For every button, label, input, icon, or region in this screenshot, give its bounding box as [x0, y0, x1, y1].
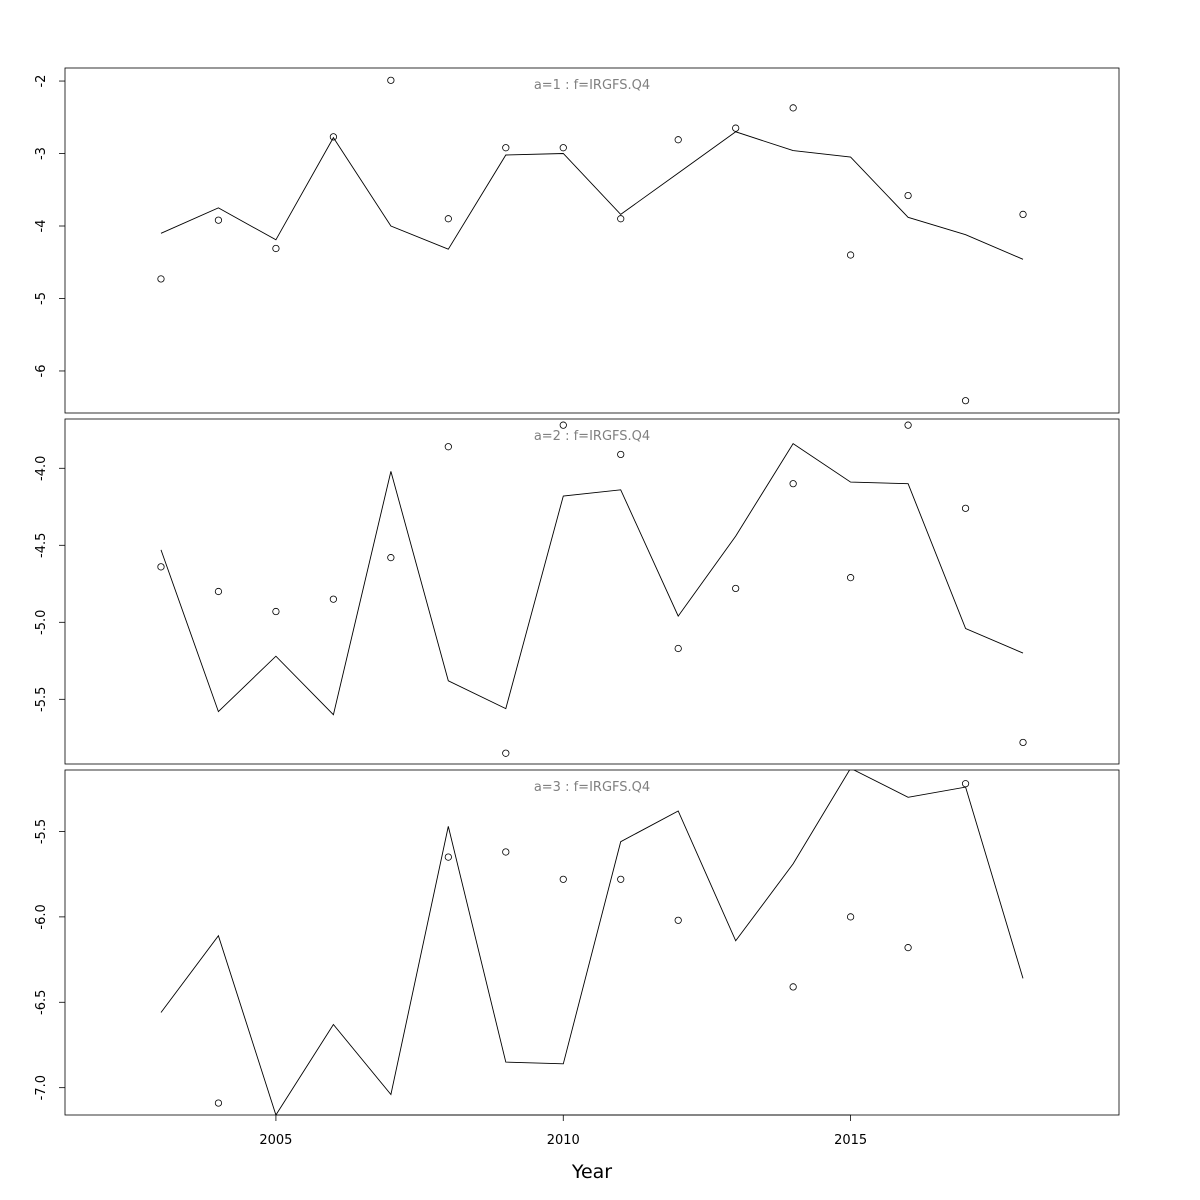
- panel-title-3: a=3 : f=IRGFS.Q4: [534, 780, 650, 795]
- observed-point-1-2006: [329, 133, 337, 141]
- fitted-line-3: [160, 770, 1024, 1115]
- observed-point-3-2017: [961, 780, 970, 788]
- observed-point-2-2004: [214, 587, 223, 596]
- y-tick-label-1-5: -2: [34, 75, 49, 88]
- observed-point-3-2014: [789, 983, 797, 991]
- panel-frame-2: [64, 418, 1120, 765]
- observed-point-1-2018: [1019, 210, 1027, 219]
- x-tick-label-2005: 2005: [259, 1133, 292, 1148]
- observed-point-1-2016: [904, 191, 912, 200]
- observed-point-2-2003: [157, 563, 165, 571]
- panel-title-1: a=1 : f=IRGFS.Q4: [534, 78, 650, 93]
- observed-point-3-2010: [559, 875, 567, 883]
- y-tick-label-1-4: -3: [34, 147, 49, 160]
- x-axis-title: Year: [571, 1161, 612, 1183]
- x-tick-label-2010: 2010: [547, 1133, 580, 1148]
- observed-point-1-2009: [502, 144, 510, 152]
- observed-point-1-2005: [272, 244, 280, 253]
- observed-point-2-2011: [617, 450, 625, 459]
- observed-point-2-2015: [847, 574, 855, 582]
- observed-point-3-2004: [214, 1099, 223, 1107]
- y-tick-label-2-3: -4.5: [34, 533, 49, 558]
- observed-point-2-2010: [559, 421, 567, 429]
- y-tick-label-3-3: -6.0: [34, 904, 49, 929]
- panel-title-2: a=2 : f=IRGFS.Q4: [534, 429, 650, 444]
- observed-point-1-2014: [789, 104, 797, 112]
- observed-point-3-2009: [502, 848, 510, 856]
- observed-point-3-2012: [674, 916, 682, 924]
- observed-point-2-2009: [502, 749, 510, 757]
- observed-point-2-2013: [732, 584, 740, 593]
- y-tick-label-2-1: -5.5: [34, 687, 49, 712]
- observed-point-2-2017: [961, 504, 970, 512]
- observed-point-1-2008: [444, 215, 452, 223]
- y-tick-label-1-3: -4: [34, 220, 49, 233]
- observed-point-2-2007: [387, 554, 395, 562]
- y-tick-label-2-2: -5.0: [34, 610, 49, 635]
- observed-point-1-2011: [617, 215, 625, 223]
- panel-frame-3: [64, 769, 1120, 1116]
- observed-point-2-2018: [1019, 738, 1027, 747]
- x-tick-label-2015: 2015: [834, 1133, 867, 1148]
- y-tick-label-1-1: -6: [34, 364, 49, 377]
- observed-point-1-2012: [674, 136, 682, 144]
- y-tick-label-1-2: -5: [34, 292, 49, 305]
- y-tick-label-3-1: -7.0: [34, 1075, 49, 1100]
- observed-point-2-2014: [789, 480, 797, 488]
- observed-point-1-2007: [387, 76, 395, 84]
- observed-point-1-2004: [214, 216, 223, 224]
- observed-point-3-2015: [847, 913, 855, 921]
- observed-point-3-2016: [904, 944, 912, 952]
- observed-point-2-2016: [904, 421, 912, 429]
- observed-point-2-2012: [674, 644, 682, 653]
- observed-point-3-2011: [617, 875, 625, 883]
- fitted-line-2: [160, 442, 1024, 716]
- y-tick-label-3-2: -6.5: [34, 990, 49, 1015]
- observed-point-3-2008: [444, 853, 452, 861]
- y-tick-label-2-4: -4.0: [34, 456, 49, 481]
- y-tick-label-3-4: -5.5: [34, 819, 49, 844]
- observed-point-2-2006: [329, 595, 337, 603]
- observed-point-1-2017: [961, 397, 970, 405]
- observed-point-1-2003: [157, 275, 165, 283]
- observed-point-1-2013: [732, 124, 740, 132]
- panel-frame-1: [64, 67, 1120, 414]
- fitted-line-1: [160, 131, 1024, 260]
- observed-point-2-2005: [272, 607, 280, 616]
- observed-point-1-2015: [847, 251, 855, 259]
- observed-point-1-2010: [559, 144, 567, 152]
- observed-point-2-2008: [444, 443, 452, 451]
